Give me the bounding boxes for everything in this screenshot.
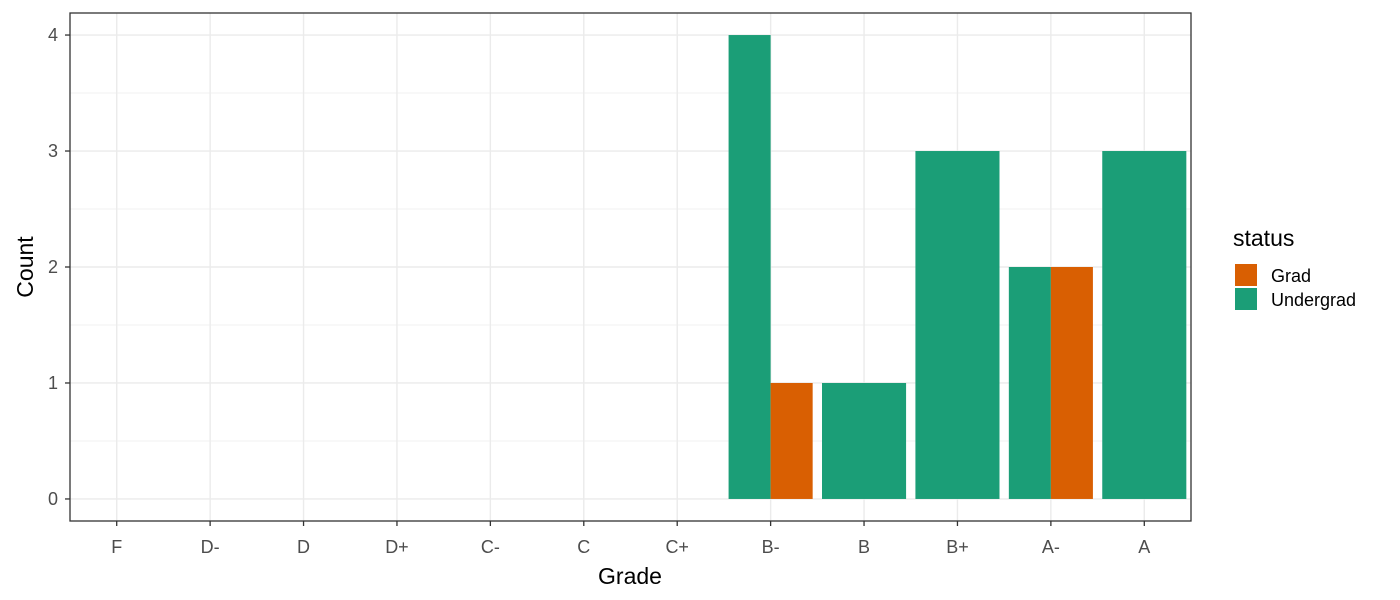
- y-tick-label: 4: [48, 25, 58, 45]
- x-tick-label: B+: [946, 537, 969, 557]
- y-axis-title: Count: [12, 236, 38, 298]
- legend-key-grad: [1235, 264, 1257, 286]
- legend-label-grad: Grad: [1271, 266, 1311, 286]
- y-tick-label: 0: [48, 489, 58, 509]
- x-axis: F D- D D+ C- C C+ B- B B+ A- A: [111, 521, 1150, 557]
- x-tick-label: D-: [201, 537, 220, 557]
- bar-bminus-undergrad: [728, 35, 771, 499]
- y-tick-label: 1: [48, 373, 58, 393]
- x-tick-label: A-: [1042, 537, 1060, 557]
- x-tick-label: B-: [762, 537, 780, 557]
- legend-label-undergrad: Undergrad: [1271, 290, 1356, 310]
- x-tick-label: C+: [665, 537, 689, 557]
- bar-aminus-grad: [1050, 267, 1093, 499]
- y-tick-label: 3: [48, 141, 58, 161]
- x-tick-label: D: [297, 537, 310, 557]
- x-tick-label: D+: [385, 537, 409, 557]
- legend: status Grad Undergrad: [1233, 225, 1356, 310]
- legend-title: status: [1233, 225, 1294, 251]
- x-tick-label: B: [858, 537, 870, 557]
- bar-bminus-grad: [770, 382, 813, 499]
- x-tick-label: C: [577, 537, 590, 557]
- bar-bplus-undergrad: [915, 151, 1000, 499]
- bar-b-undergrad: [822, 382, 907, 499]
- y-axis: 0 1 2 3 4: [48, 25, 70, 509]
- x-tick-label: C-: [481, 537, 500, 557]
- x-axis-title: Grade: [598, 563, 662, 589]
- y-tick-label: 2: [48, 257, 58, 277]
- bars: [728, 35, 1187, 499]
- bar-a-undergrad: [1102, 151, 1187, 499]
- legend-key-undergrad: [1235, 288, 1257, 310]
- x-tick-label: A: [1138, 537, 1150, 557]
- x-tick-label: F: [111, 537, 122, 557]
- bar-aminus-undergrad: [1008, 267, 1051, 499]
